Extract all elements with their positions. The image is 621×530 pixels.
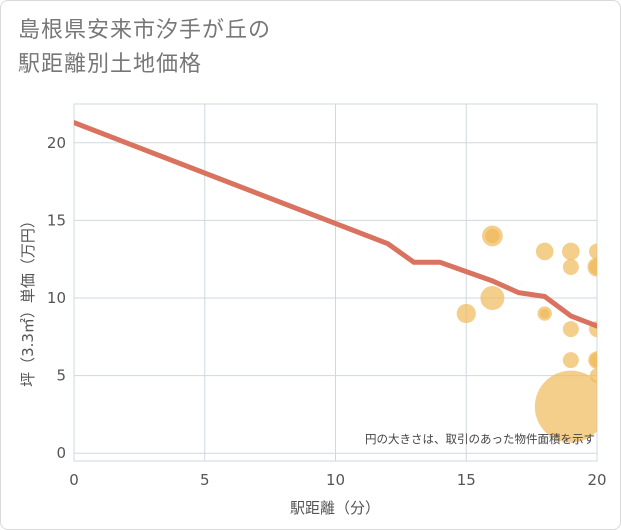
bubble-layer — [456, 225, 597, 443]
x-axis-label: 駅距離（分） — [290, 499, 380, 517]
x-tick-label: 10 — [326, 471, 345, 489]
y-tick-label: 0 — [56, 444, 66, 462]
bubble-size-note: 円の大きさは、取引のあった物件面積を示す — [365, 432, 595, 446]
bubble-point — [589, 258, 597, 275]
bubble-point — [562, 352, 579, 369]
x-tick-label: 5 — [200, 471, 210, 489]
chart-title-line-1: 島根県安来市汐手が丘の — [18, 18, 272, 43]
x-tick-label: 15 — [457, 471, 476, 489]
bubble-point — [534, 370, 597, 443]
y-tick-label: 20 — [47, 134, 66, 152]
y-tick-label: 5 — [56, 367, 66, 385]
y-tick-label: 10 — [47, 289, 66, 307]
x-tick-label: 20 — [587, 471, 606, 489]
bubble-point — [539, 308, 550, 319]
bubble-point — [562, 321, 579, 338]
bubble-point — [485, 228, 500, 244]
bubble-point — [562, 258, 579, 275]
bubble-point — [456, 303, 476, 324]
y-axis-label: 坪（3.3㎡）単価（万円） — [19, 213, 37, 387]
bubble-point — [589, 352, 597, 368]
grid-layer — [73, 103, 598, 462]
chart-title-line-2: 駅距離別土地価格 — [18, 52, 203, 77]
chart-title: 島根県安来市汐手が丘の 駅距離別土地価格 — [18, 14, 271, 82]
trend-line-layer — [74, 120, 597, 329]
y-tick-label: 15 — [47, 211, 66, 229]
bubble-point — [589, 368, 597, 383]
bubble-point — [589, 243, 597, 260]
x-tick-label: 0 — [69, 471, 79, 489]
bubble-point — [480, 286, 505, 311]
tick-layer: 0 5 10 15 20 0 5 10 15 20 — [47, 134, 607, 489]
bubble-point — [535, 242, 554, 261]
bubble-point — [562, 242, 580, 261]
trend-line — [74, 120, 597, 329]
